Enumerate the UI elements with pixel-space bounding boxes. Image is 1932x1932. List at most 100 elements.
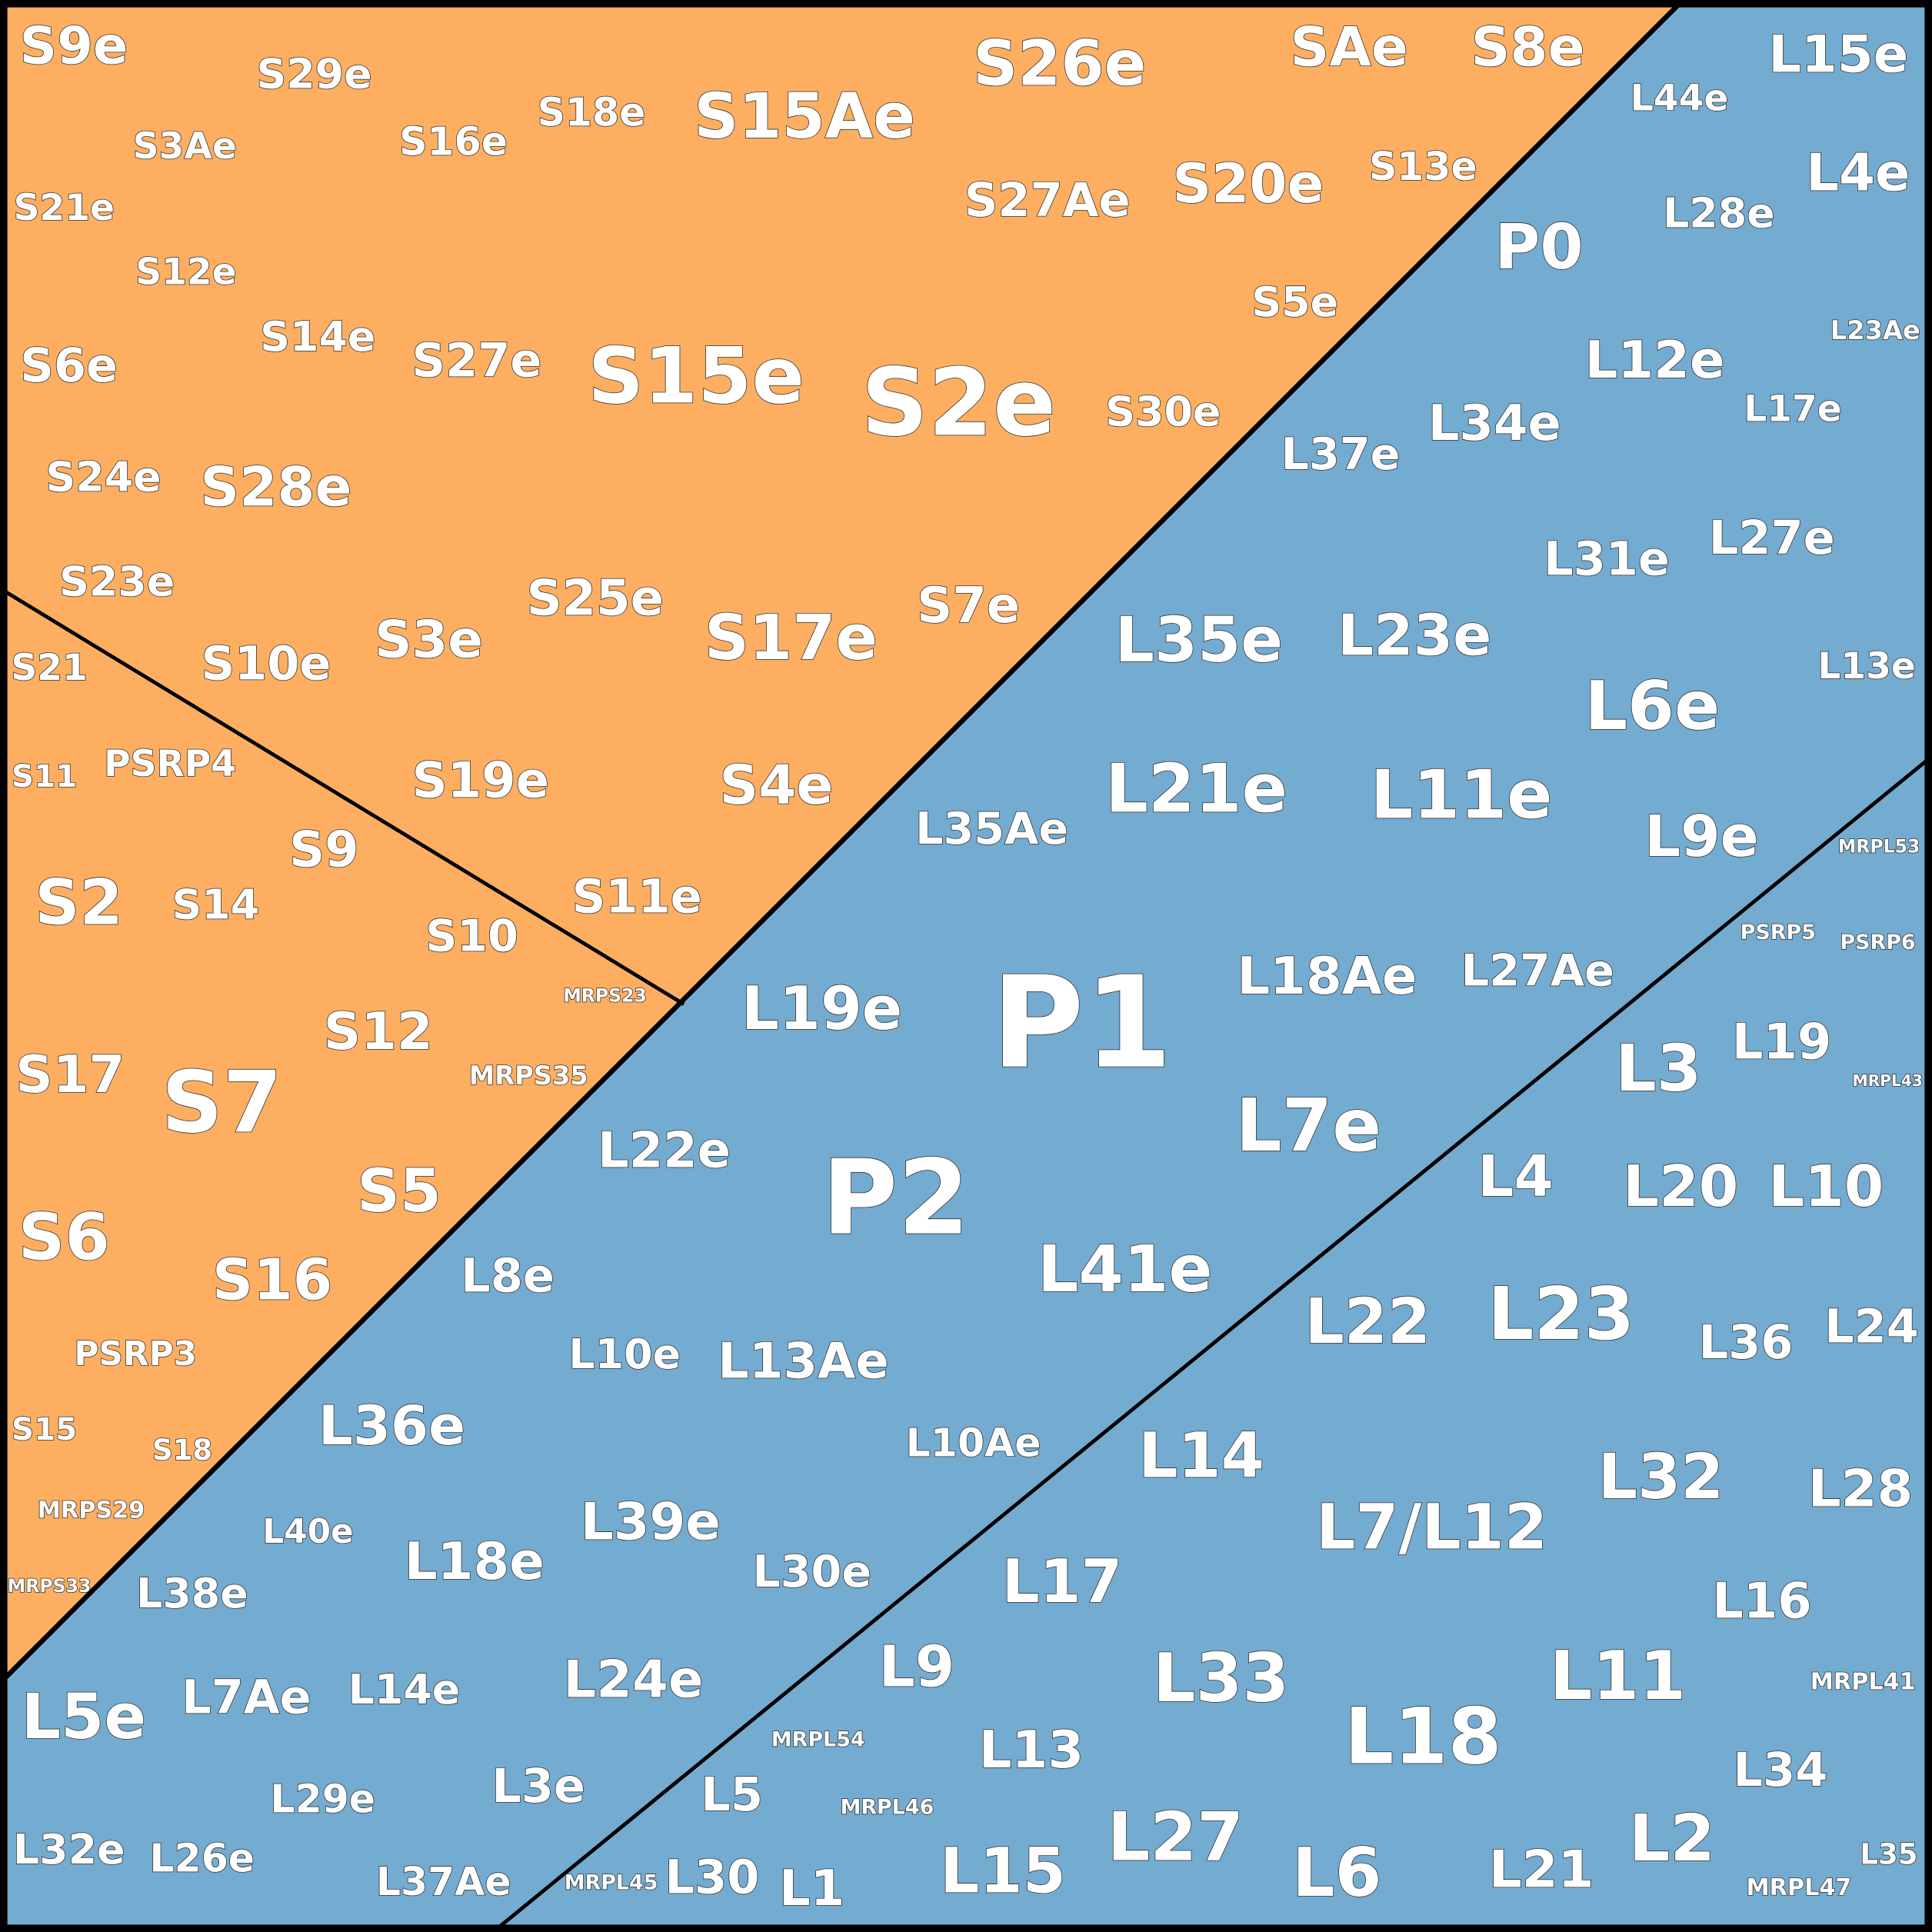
cell-label: L27e	[1709, 511, 1835, 565]
cell-label: L3	[1615, 1031, 1701, 1106]
cell-label: MRPL43	[1853, 1071, 1923, 1090]
cell-label: L35e	[1115, 605, 1284, 677]
cell-label: MRPL54	[771, 1728, 865, 1752]
cell-label: L8e	[461, 1250, 555, 1304]
cell-label: S21	[11, 647, 87, 689]
cell-label: L7e	[1236, 1084, 1381, 1168]
cell-label: SAe	[1291, 15, 1408, 78]
cell-label: L14	[1138, 1421, 1264, 1493]
cell-label: L6e	[1584, 667, 1720, 745]
cell-label: L28e	[1663, 189, 1775, 238]
cell-label: S15Ae	[694, 81, 915, 153]
cell-label: S3e	[375, 609, 483, 669]
cell-label: L15	[940, 1836, 1066, 1908]
cell-label: L32e	[13, 1825, 125, 1874]
cell-label: S10e	[202, 638, 331, 691]
cell-label: S19e	[412, 753, 549, 810]
cell-label: S5	[357, 1157, 441, 1226]
cell-label: L35	[1860, 1838, 1917, 1871]
cell-label: S18e	[538, 89, 646, 135]
cell-label: S17e	[705, 602, 878, 675]
cell-label: L34	[1734, 1744, 1828, 1797]
cell-label: S3Ae	[133, 125, 237, 168]
cell-label: S11e	[572, 870, 702, 924]
cell-label: S25e	[527, 571, 664, 628]
cell-label: L44e	[1631, 78, 1728, 120]
cell-label: S7	[162, 1053, 282, 1152]
cell-label: L10e	[568, 1330, 681, 1378]
cell-label: S29e	[256, 50, 371, 98]
cell-label: S7e	[917, 578, 1020, 635]
cell-label: MRPL45	[565, 1870, 658, 1894]
cell-label: L27Ae	[1461, 945, 1614, 996]
cell-label: L31e	[1544, 532, 1670, 586]
cell-label: L16	[1712, 1574, 1812, 1631]
cell-label: L21e	[1105, 749, 1287, 828]
large-group-divider	[498, 758, 1929, 1929]
cell-label: S13e	[1369, 144, 1477, 189]
cell-label: L4e	[1806, 142, 1910, 202]
cell-label: L26e	[149, 1835, 255, 1880]
cell-label: L30	[665, 1851, 760, 1905]
cell-label: S30e	[1105, 388, 1221, 436]
cell-label: L13Ae	[718, 1333, 888, 1390]
cell-label: L32	[1598, 1441, 1724, 1514]
cell-label: S15	[12, 1411, 77, 1447]
cell-label: L23e	[1337, 603, 1491, 669]
cell-label: S23e	[59, 558, 175, 606]
cell-label: S6e	[20, 339, 118, 393]
cell-label: L27	[1108, 1798, 1244, 1877]
cell-label: S2	[35, 867, 122, 939]
cell-label: L23Ae	[1830, 315, 1920, 345]
cell-label: L9e	[1644, 804, 1759, 870]
cell-label: MRPS23	[563, 984, 647, 1006]
cell-label: PSRP3	[74, 1334, 197, 1374]
cell-label: L11e	[1371, 755, 1553, 834]
cell-label: MRPS35	[469, 1061, 588, 1091]
cell-label: S14	[172, 880, 260, 928]
cell-label: L9	[879, 1634, 955, 1700]
cell-label: S26e	[973, 28, 1146, 100]
cell-label: L11	[1550, 1637, 1686, 1715]
cell-label: S27e	[412, 334, 542, 388]
cell-label: S16e	[399, 119, 508, 165]
cell-label: S12	[324, 1001, 433, 1061]
cell-label: L1	[779, 1860, 844, 1917]
cell-label: L40e	[262, 1512, 353, 1551]
cell-label: L7Ae	[182, 1671, 311, 1725]
cell-label: L35Ae	[915, 804, 1068, 854]
cell-label: L34e	[1428, 395, 1561, 452]
cell-label: S9e	[20, 15, 128, 75]
cell-label: P0	[1494, 212, 1583, 284]
cell-label: S8e	[1471, 15, 1585, 78]
cell-label: L19	[1732, 1014, 1832, 1071]
cell-label: L10	[1768, 1154, 1884, 1220]
cell-label: S2e	[861, 348, 1057, 457]
cell-label: S6	[18, 1199, 110, 1274]
cell-label: L5e	[22, 1681, 146, 1754]
cell-label: PSRP4	[104, 743, 236, 785]
cell-label: S5e	[1251, 278, 1338, 326]
cell-label: L6	[1292, 1834, 1382, 1912]
cell-label: S17	[15, 1044, 125, 1104]
cell-label: L33	[1153, 1639, 1289, 1717]
cell-label: S20e	[1172, 152, 1324, 215]
cell-label: L5	[701, 1768, 763, 1822]
cell-label: MRPL46	[841, 1796, 934, 1820]
cell-label: L12e	[1584, 330, 1724, 390]
cell-label: S27Ae	[964, 174, 1131, 228]
cell-label: L36e	[318, 1394, 465, 1457]
cell-label: L28	[1808, 1458, 1913, 1518]
cell-label: L39e	[581, 1492, 721, 1552]
cell-label: P2	[822, 1138, 970, 1258]
cell-label: S21e	[14, 187, 115, 229]
cell-label: MRPS33	[8, 1575, 92, 1597]
cell-label: L24	[1824, 1300, 1919, 1354]
cell-label: S16	[212, 1247, 332, 1314]
cell-label: MRPL41	[1810, 1668, 1916, 1695]
cell-label: L24e	[563, 1650, 703, 1710]
cell-label: L13	[979, 1720, 1084, 1780]
cell-label: S24e	[46, 452, 162, 501]
